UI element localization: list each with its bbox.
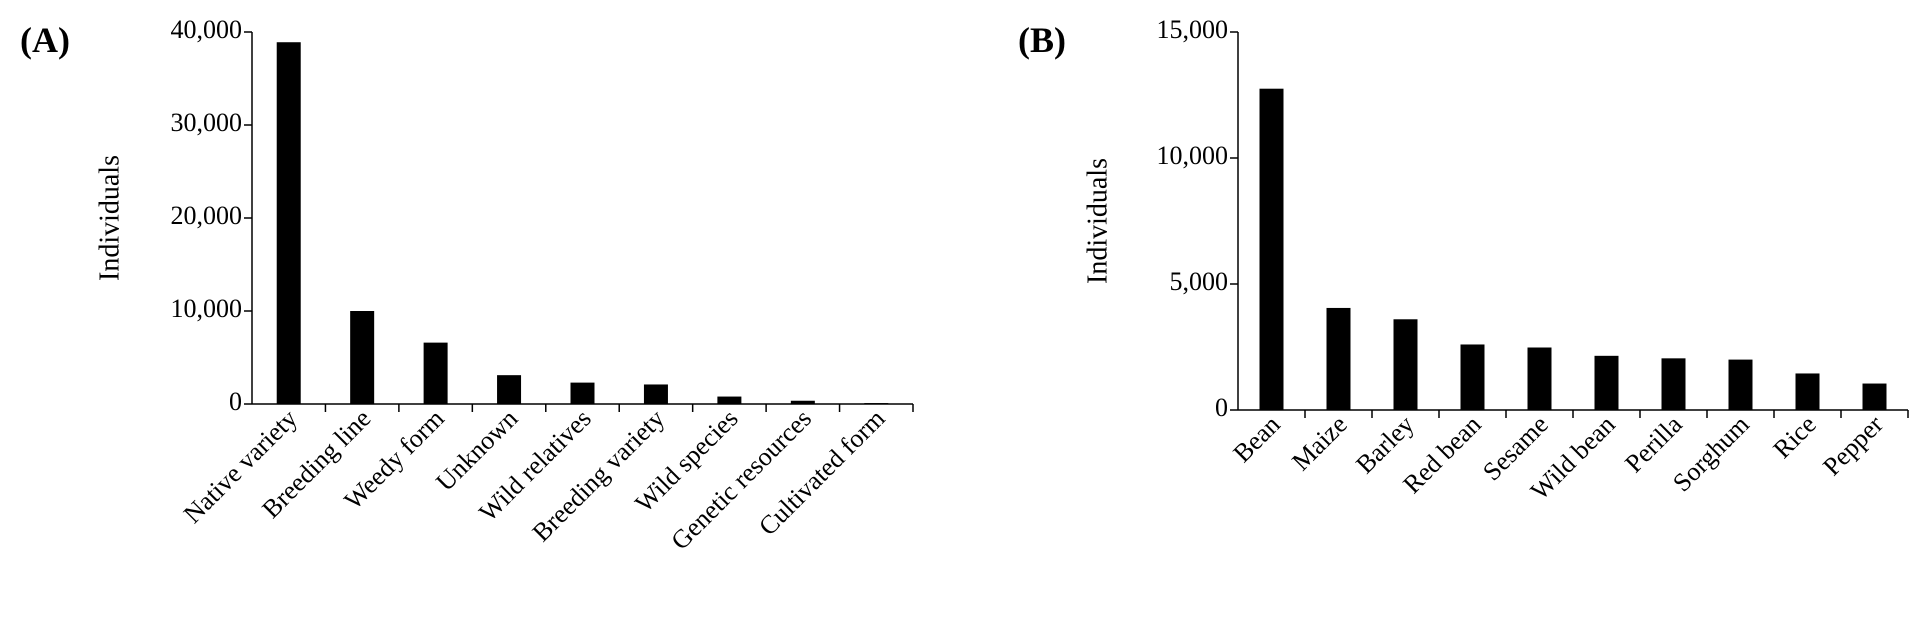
y-axis-label: Individuals	[1082, 158, 1113, 284]
x-tick-label: Pepper	[1817, 409, 1889, 481]
y-tick-label: 0	[229, 387, 242, 416]
bar	[423, 342, 448, 404]
chart-b: (B) Individuals 0 5,000 10,000 15,000 Bean Maiz…	[1018, 15, 1909, 506]
bar	[1393, 319, 1418, 410]
bar	[643, 384, 668, 404]
y-tick-label: 40,000	[171, 15, 243, 44]
bar	[497, 375, 522, 404]
y-tick-label: 20,000	[171, 201, 243, 230]
bar	[1460, 344, 1485, 410]
y-axis-label: Individuals	[94, 155, 125, 281]
bar	[1259, 88, 1284, 410]
x-tick-label: Rice	[1768, 410, 1822, 464]
y-tick-label: 10,000	[171, 294, 243, 323]
y-tick-label: 15,000	[1157, 15, 1229, 44]
panel-label: (B)	[1018, 20, 1066, 60]
bar	[1728, 359, 1753, 410]
bar	[1594, 355, 1619, 410]
bar	[570, 382, 595, 404]
bar	[1527, 347, 1552, 410]
x-tick-label: Bean	[1227, 410, 1285, 468]
y-tick-label: 5,000	[1170, 267, 1229, 296]
x-tick-label: Breeding variety	[527, 404, 671, 548]
bar	[1795, 373, 1820, 410]
y-tick-label: 10,000	[1157, 141, 1229, 170]
bar	[1326, 307, 1351, 410]
bar	[790, 400, 815, 404]
bar	[1661, 358, 1686, 410]
x-tick-label: Maize	[1286, 410, 1352, 476]
bar	[717, 396, 742, 404]
bar	[276, 42, 301, 404]
y-tick-label: 0	[1215, 393, 1228, 422]
x-tick-label: Cultivated form	[753, 404, 890, 541]
panel-label: (A)	[20, 20, 70, 60]
bar	[350, 311, 375, 404]
bar	[864, 403, 889, 404]
y-tick-label: 30,000	[171, 108, 243, 137]
chart-a: (A)Individuals010,00020,00030,00040,000N…	[20, 15, 914, 555]
bar	[1862, 383, 1887, 410]
